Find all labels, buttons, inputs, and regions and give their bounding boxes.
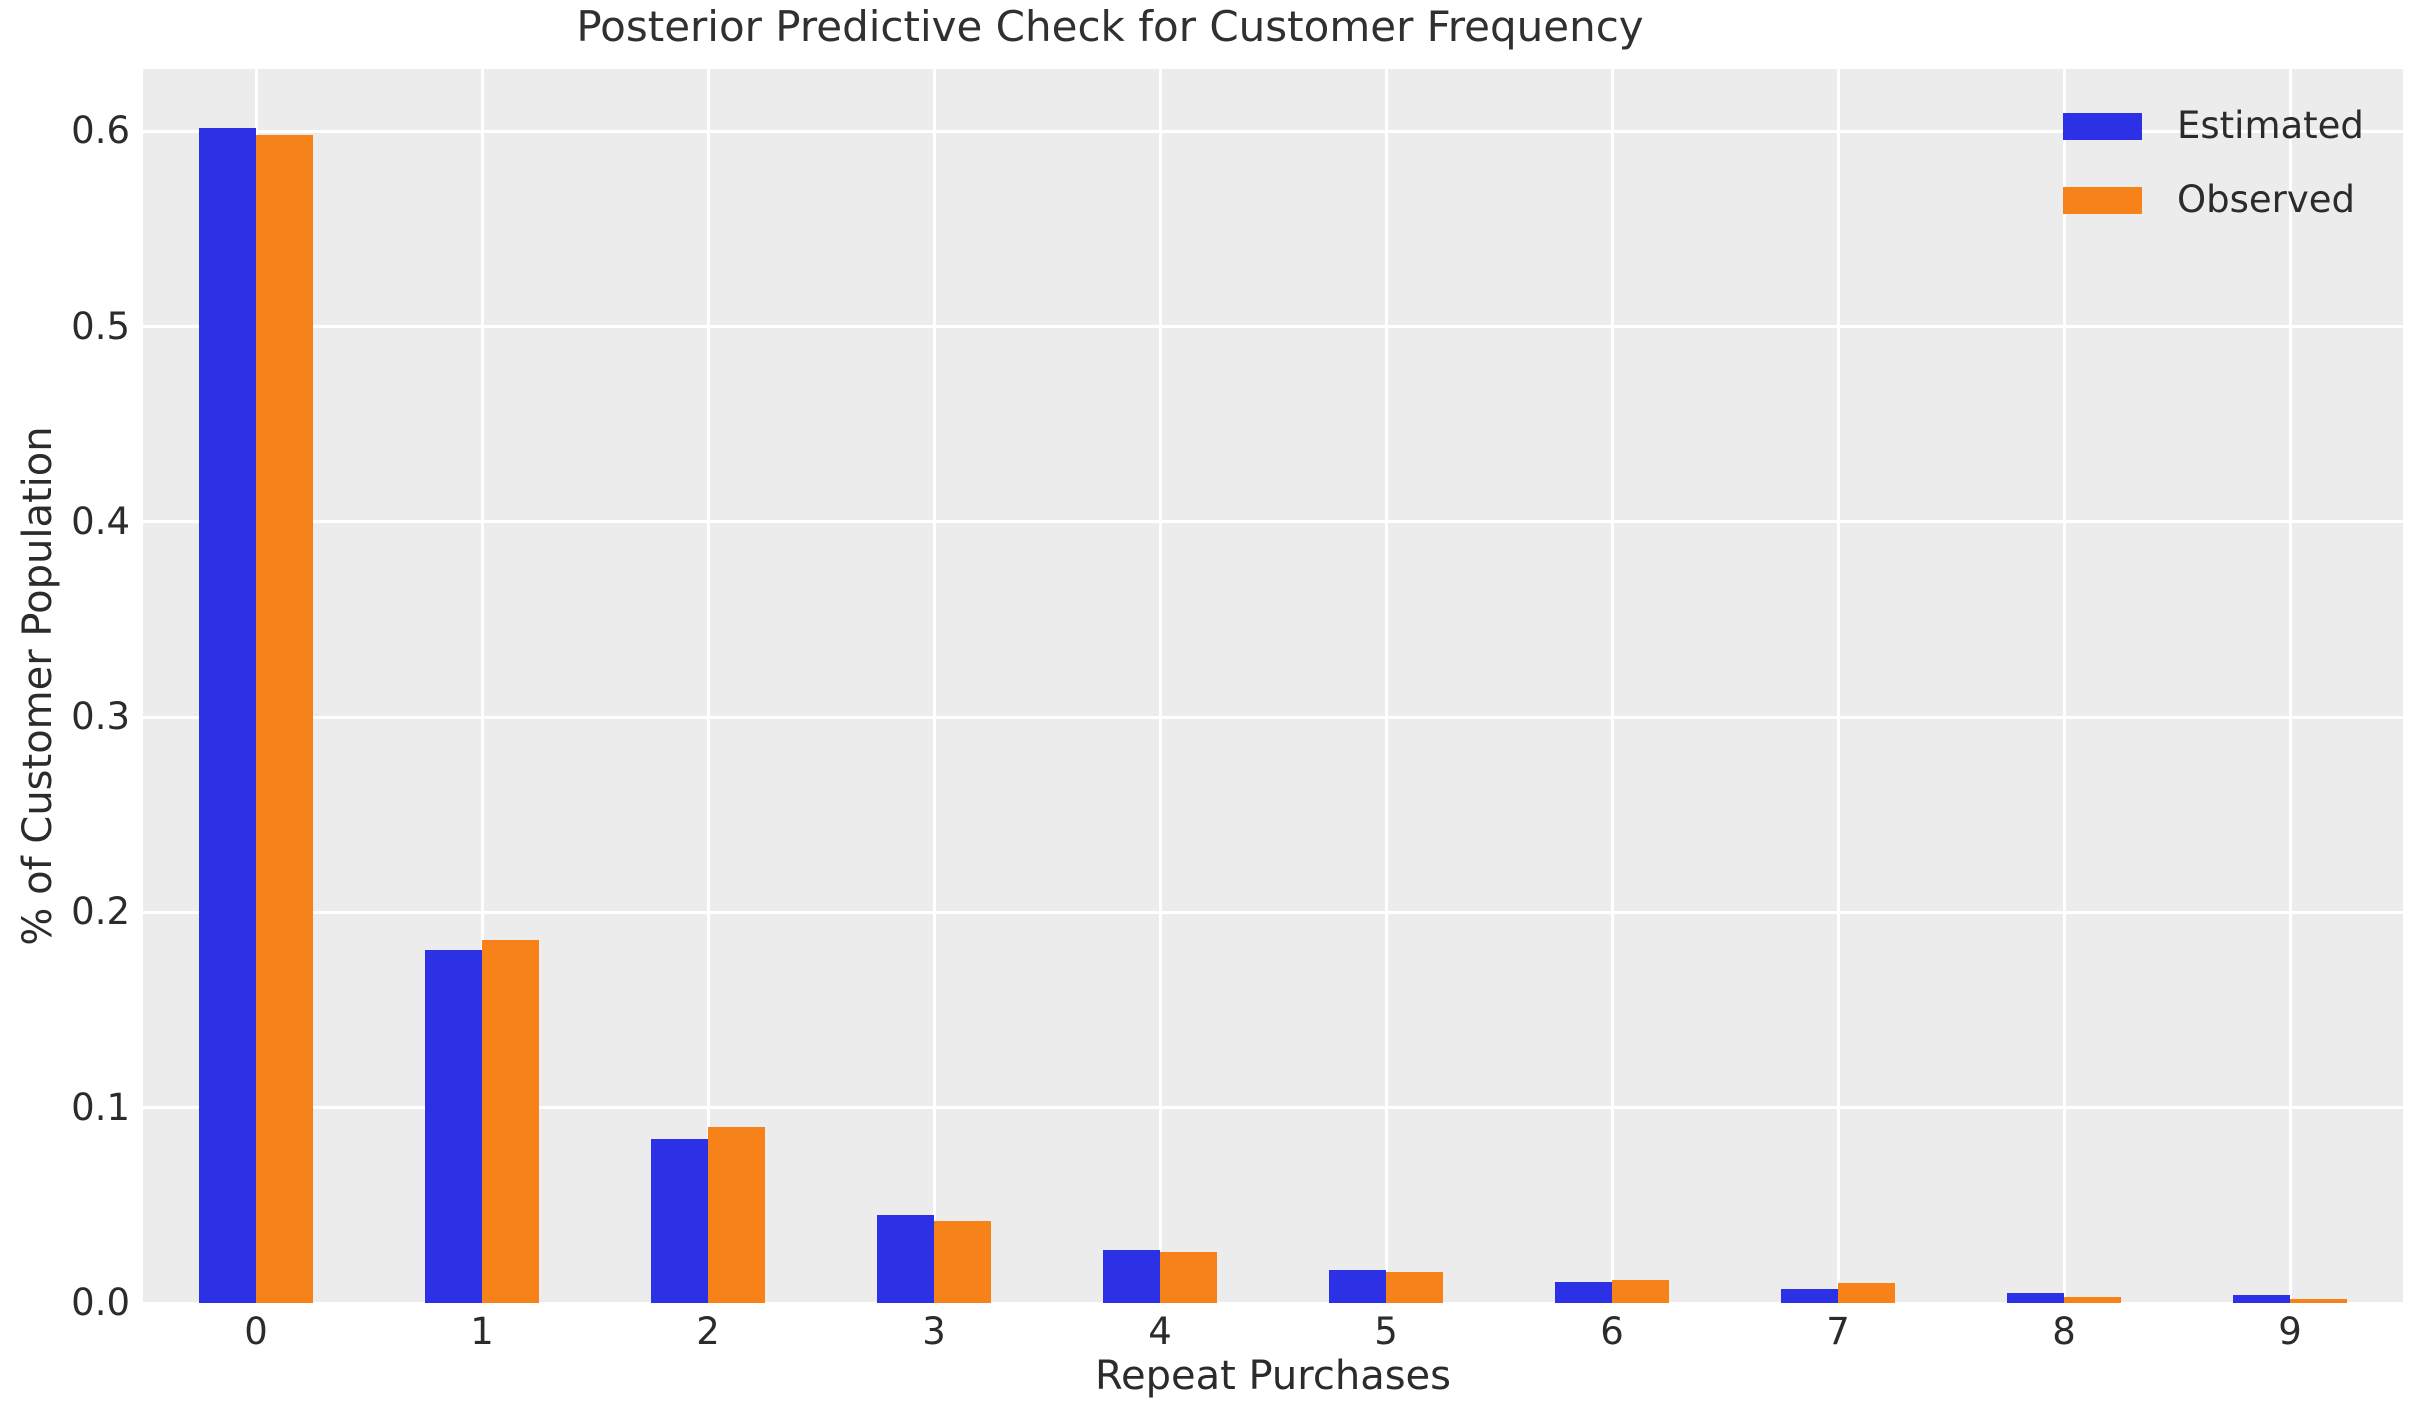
chart-title: Posterior Predictive Check for Customer … [576,2,1644,51]
grid-line-x-5 [1384,69,1388,1303]
bar-observed-5 [1386,1271,1443,1303]
bar-observed-4 [1160,1252,1217,1303]
x-tick-label-7: 7 [1826,1310,1850,1353]
grid-line-x-1 [480,69,484,1303]
x-tick-label-0: 0 [244,1310,268,1353]
bar-estimated-6 [1555,1281,1612,1303]
bar-observed-1 [482,939,539,1303]
x-tick-label-2: 2 [696,1310,720,1353]
bar-observed-6 [1612,1279,1669,1303]
x-tick-label-4: 4 [1148,1310,1172,1353]
bar-observed-3 [934,1220,991,1303]
legend-swatch-estimated-icon [2063,112,2142,140]
bar-observed-8 [2064,1297,2121,1303]
grid-line-x-4 [1158,69,1162,1303]
plot-area [143,69,2403,1305]
bar-estimated-1 [425,949,482,1303]
bar-estimated-5 [1329,1269,1386,1303]
grid-line-y-0.2 [143,910,2403,914]
grid-line-y-0.4 [143,520,2403,524]
legend-swatch-observed-icon [2063,186,2142,214]
grid-line-x-7 [1836,69,1840,1303]
x-tick-label-6: 6 [1600,1310,1624,1353]
y-tick-label-0.1: 0.1 [71,1085,130,1129]
grid-line-y-0.3 [143,715,2403,719]
y-tick-label-0.4: 0.4 [71,499,130,543]
grid-line-x-2 [706,69,710,1303]
bar-observed-0 [256,135,313,1303]
x-axis-label: Repeat Purchases [1095,1353,1451,1399]
grid-line-y-0.1 [143,1106,2403,1110]
bar-estimated-3 [877,1215,934,1303]
bar-estimated-7 [1781,1289,1838,1303]
x-tick-label-5: 5 [1374,1310,1398,1353]
bar-estimated-2 [651,1138,708,1303]
grid-line-y-0.0 [143,1301,2403,1305]
y-tick-label-0.5: 0.5 [71,304,130,348]
y-tick-label-0.3: 0.3 [71,695,130,739]
grid-line-x-8 [2062,69,2066,1303]
legend-item-estimated: Estimated [2063,104,2364,148]
bar-estimated-4 [1103,1250,1160,1303]
grid-line-x-9 [2288,69,2292,1303]
y-tick-label-0.0: 0.0 [71,1281,130,1324]
y-tick-label-0.2: 0.2 [71,890,130,934]
x-tick-label-9: 9 [2278,1310,2302,1353]
legend: Estimated Observed [2063,104,2364,252]
bar-observed-7 [1838,1283,1895,1303]
x-tick-label-3: 3 [922,1310,946,1353]
y-tick-label-0.6: 0.6 [71,109,130,153]
grid-line-x-6 [1610,69,1614,1303]
legend-label-estimated: Estimated [2177,104,2364,147]
x-tick-label-8: 8 [2052,1310,2076,1353]
grid-line-y-0.6 [143,129,2403,133]
grid-line-y-0.5 [143,325,2403,329]
bar-observed-2 [708,1127,765,1303]
bar-estimated-8 [2007,1293,2064,1303]
bar-observed-9 [2290,1299,2347,1303]
x-tick-label-1: 1 [470,1310,494,1353]
bar-estimated-0 [199,127,256,1303]
grid-line-x-3 [932,69,936,1303]
bar-estimated-9 [2233,1295,2290,1303]
legend-item-observed: Observed [2063,178,2364,222]
legend-label-observed: Observed [2177,178,2356,221]
